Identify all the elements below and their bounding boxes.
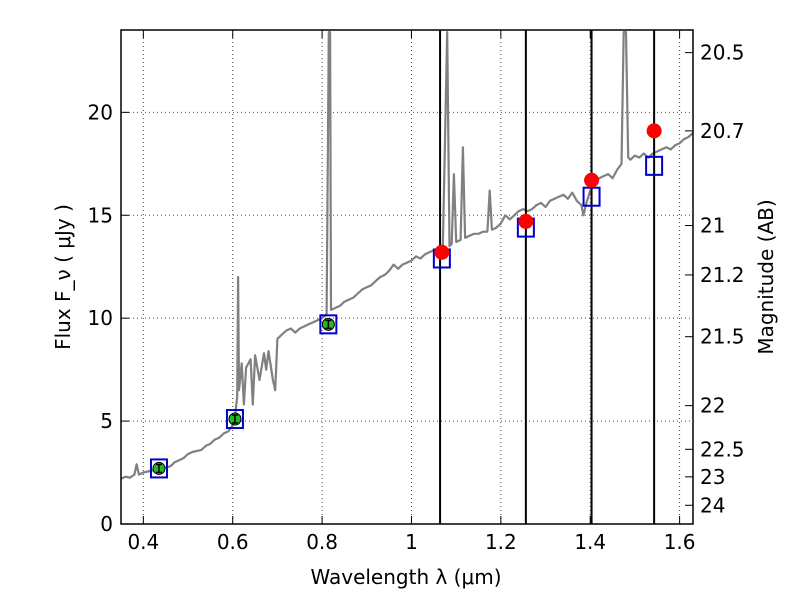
model-square-marker <box>225 409 244 430</box>
axes <box>120 29 694 525</box>
x-tick-label: 1.4 <box>574 530 606 554</box>
x-tick-label: 1.2 <box>485 530 517 554</box>
model-square-marker <box>645 155 664 176</box>
x-tick-label: 0.6 <box>217 530 249 554</box>
vertical-lines <box>439 30 656 524</box>
right-tick-label: 21.5 <box>700 325 745 349</box>
y-tick-label: 20 <box>88 100 113 124</box>
limit-point <box>434 244 450 260</box>
x-axis-label: Wavelength λ (μm) <box>310 565 501 589</box>
y-axis-right-label: Magnitude (AB) <box>754 199 778 354</box>
right-tick-label: 20.5 <box>700 41 745 65</box>
grid <box>121 30 693 525</box>
y-axis-label: Flux F_ν ( μJy ) <box>51 204 75 350</box>
plot-frame <box>120 29 694 525</box>
right-tick-label: 20.7 <box>700 119 745 143</box>
x-tick-label: 0.8 <box>306 530 338 554</box>
y-tick-label: 10 <box>88 306 113 330</box>
right-tick-label: 22 <box>700 394 725 418</box>
limit-point <box>646 123 662 139</box>
right-tick-label: 22.5 <box>700 437 745 461</box>
right-tick-label: 21.2 <box>700 263 745 287</box>
limit-point <box>584 172 600 188</box>
x-tick-label: 1.6 <box>664 530 696 554</box>
x-tick-label: 0.4 <box>127 530 159 554</box>
spectrum-series <box>121 30 693 480</box>
right-tick-label: 24 <box>700 493 725 517</box>
model-square-marker <box>149 458 168 479</box>
right-tick-label: 21 <box>700 214 725 238</box>
model-square-marker <box>319 314 338 335</box>
spectrum-line <box>121 30 693 480</box>
markers <box>149 123 664 479</box>
y-tick-label: 15 <box>88 203 113 227</box>
x-tick-label: 1 <box>405 530 418 554</box>
y-tick-label: 0 <box>100 512 113 536</box>
y-tick-label: 5 <box>100 409 113 433</box>
right-tick-label: 23 <box>700 465 725 489</box>
limit-point <box>518 213 534 229</box>
ticks: 0.4 0.6 0.8 1 1.2 1.4 1.6 0 5 10 15 20 20.5 20.7 21 21.… <box>88 30 745 554</box>
